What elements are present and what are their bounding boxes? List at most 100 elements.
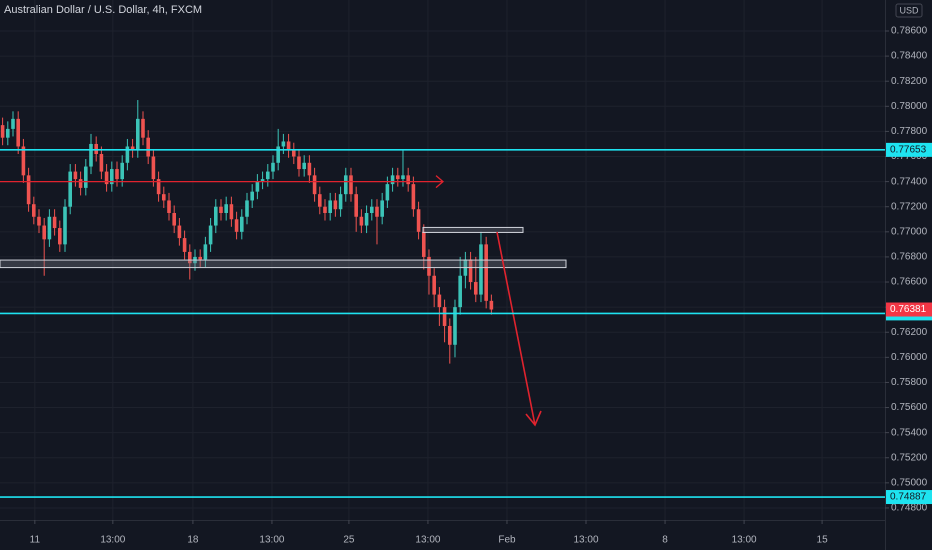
candle-body (427, 256, 431, 276)
candle-body (239, 216, 244, 232)
candle-body (125, 146, 130, 163)
candle-body (375, 206, 379, 217)
y-tick-label: 0.76600 (891, 277, 928, 288)
candle-body (31, 204, 36, 217)
candle-body (291, 150, 296, 157)
y-tick-label: 0.74800 (891, 503, 928, 514)
candle-body (369, 206, 374, 213)
level-label: 0.77653 (890, 145, 927, 156)
candle-body (99, 154, 104, 172)
candle-body (104, 171, 109, 185)
candle-body (16, 118, 20, 147)
x-tick-label: 8 (662, 535, 668, 546)
candle-body (359, 216, 364, 226)
candle-body (26, 175, 31, 205)
x-tick-label: 13:00 (259, 535, 284, 546)
y-tick-label: 0.77800 (891, 126, 928, 137)
y-tick-label: 0.76000 (891, 352, 928, 363)
y-tick-label: 0.78000 (891, 101, 928, 112)
y-tick-label: 0.75800 (891, 377, 928, 388)
candle-body (47, 216, 52, 240)
candle-body (182, 238, 187, 252)
x-tick-label: 13:00 (415, 535, 440, 546)
candle-body (281, 141, 286, 147)
candle-body (354, 194, 358, 217)
candle-body (203, 244, 208, 260)
level-label-box (886, 490, 932, 505)
candle-body (130, 146, 135, 151)
candle-body (406, 175, 410, 185)
y-tick-label: 0.75400 (891, 427, 928, 438)
candle-body (135, 118, 140, 151)
currency-box[interactable] (895, 3, 923, 18)
candle-body (177, 225, 182, 239)
forecast-arrowhead (525, 410, 542, 427)
candle-body (411, 184, 416, 210)
candle-body (187, 251, 192, 264)
candle-body (234, 219, 239, 232)
candle-body (63, 206, 67, 245)
candle-body (364, 212, 369, 226)
x-tick-label: 25 (343, 535, 355, 546)
currency-label[interactable]: USD (899, 5, 919, 15)
x-tick-label: 18 (187, 535, 199, 546)
y-tick-label: 0.75600 (891, 402, 928, 413)
candle-body (447, 325, 452, 345)
candle-body (302, 162, 306, 170)
candle-body (276, 146, 280, 163)
last-price-box (886, 302, 932, 317)
candle-body (250, 191, 254, 201)
candle-body (395, 175, 400, 180)
y-tick-label: 0.78200 (891, 76, 928, 87)
candle-body (89, 143, 93, 167)
candle-body (37, 216, 41, 226)
marker-arrowhead (435, 175, 444, 189)
y-tick-label: 0.76800 (891, 252, 928, 263)
y-tick-label: 0.77200 (891, 201, 928, 212)
candle-body (479, 244, 483, 295)
y-tick-label: 0.75000 (891, 477, 928, 488)
candle-body (255, 181, 260, 192)
candle-body (437, 294, 442, 308)
forecast-arrow (496, 231, 536, 426)
candle-body (229, 204, 234, 220)
candle-body (349, 175, 353, 195)
candle-body (442, 307, 447, 326)
candle-body (390, 175, 395, 185)
candle-body (317, 194, 322, 207)
candle-body (468, 259, 473, 283)
x-tick-label: 11 (30, 535, 41, 546)
candle-body (156, 179, 161, 195)
chart-title: Australian Dollar / U.S. Dollar, 4h, FXC… (4, 4, 202, 16)
candle-body (42, 225, 46, 240)
x-tick-label: 13:00 (732, 535, 757, 546)
candle-body (473, 282, 478, 295)
candle-body (0, 125, 5, 138)
x-tick-label: 13:00 (573, 535, 598, 546)
candle-body (265, 171, 270, 180)
candle-body (73, 171, 78, 180)
candle-body (11, 118, 15, 129)
last-price-label: 0.76381 (890, 304, 927, 315)
y-tick-label: 0.77000 (891, 226, 928, 237)
candle-body (161, 194, 166, 201)
candle-body (141, 118, 145, 138)
candle-body (109, 169, 114, 185)
candle-body (21, 146, 26, 176)
y-tick-label: 0.78600 (891, 26, 928, 37)
candle-body (208, 225, 213, 245)
candle-body (78, 179, 83, 188)
candle-body (224, 204, 228, 213)
candle-body (120, 162, 124, 180)
candle-body (416, 209, 421, 232)
candle-body (172, 212, 176, 226)
candle-body (5, 128, 10, 138)
candle-body (213, 206, 218, 226)
candle-body (260, 179, 265, 182)
candle-body (333, 200, 338, 210)
candle-body (307, 162, 312, 176)
candle-body (385, 184, 390, 201)
y-tick-label: 0.76200 (891, 327, 928, 338)
candle-body (432, 275, 436, 295)
